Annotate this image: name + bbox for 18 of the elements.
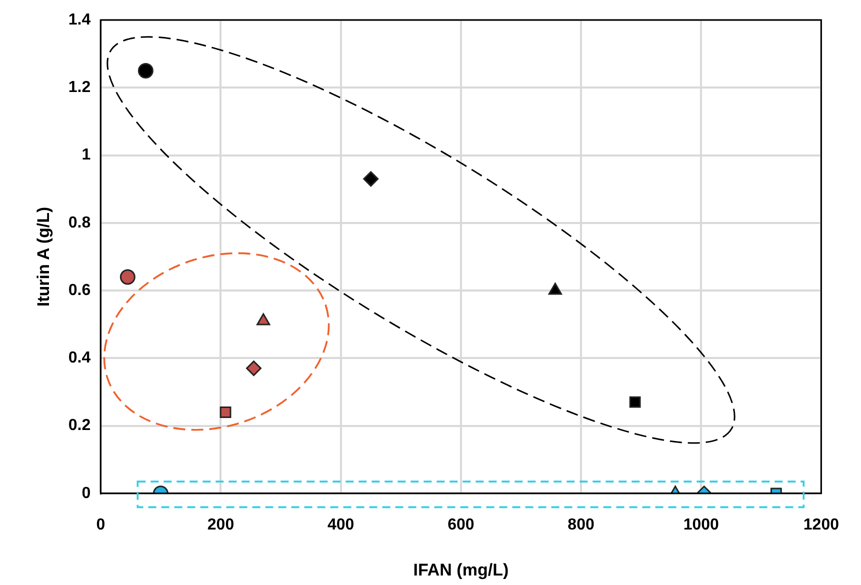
point bbox=[363, 171, 379, 187]
x-tick-label: 800 bbox=[568, 516, 594, 534]
y-tick-label: 1.4 bbox=[68, 11, 91, 28]
x-tick-label: 0 bbox=[96, 516, 106, 534]
x-axis-title: IFAN (mg/L) bbox=[413, 560, 509, 580]
x-tick-label: 1200 bbox=[803, 516, 840, 534]
x-tick-label: 400 bbox=[327, 516, 354, 534]
y-axis-title: Iturin A (g/L) bbox=[34, 206, 53, 307]
y-tick-label: 0 bbox=[82, 484, 91, 502]
y-tick-label: 0.8 bbox=[68, 214, 91, 232]
y-tick-label: 0.6 bbox=[68, 282, 91, 299]
y-tick-label: 1 bbox=[82, 146, 91, 164]
x-tick-label: 600 bbox=[448, 516, 474, 534]
y-tick-label: 1.2 bbox=[68, 79, 91, 96]
y-tick-label: 0.4 bbox=[68, 350, 91, 367]
x-tick-label: 1000 bbox=[683, 516, 720, 534]
y-tick-label: 0.2 bbox=[68, 417, 91, 434]
x-tick-label: 200 bbox=[207, 516, 234, 534]
